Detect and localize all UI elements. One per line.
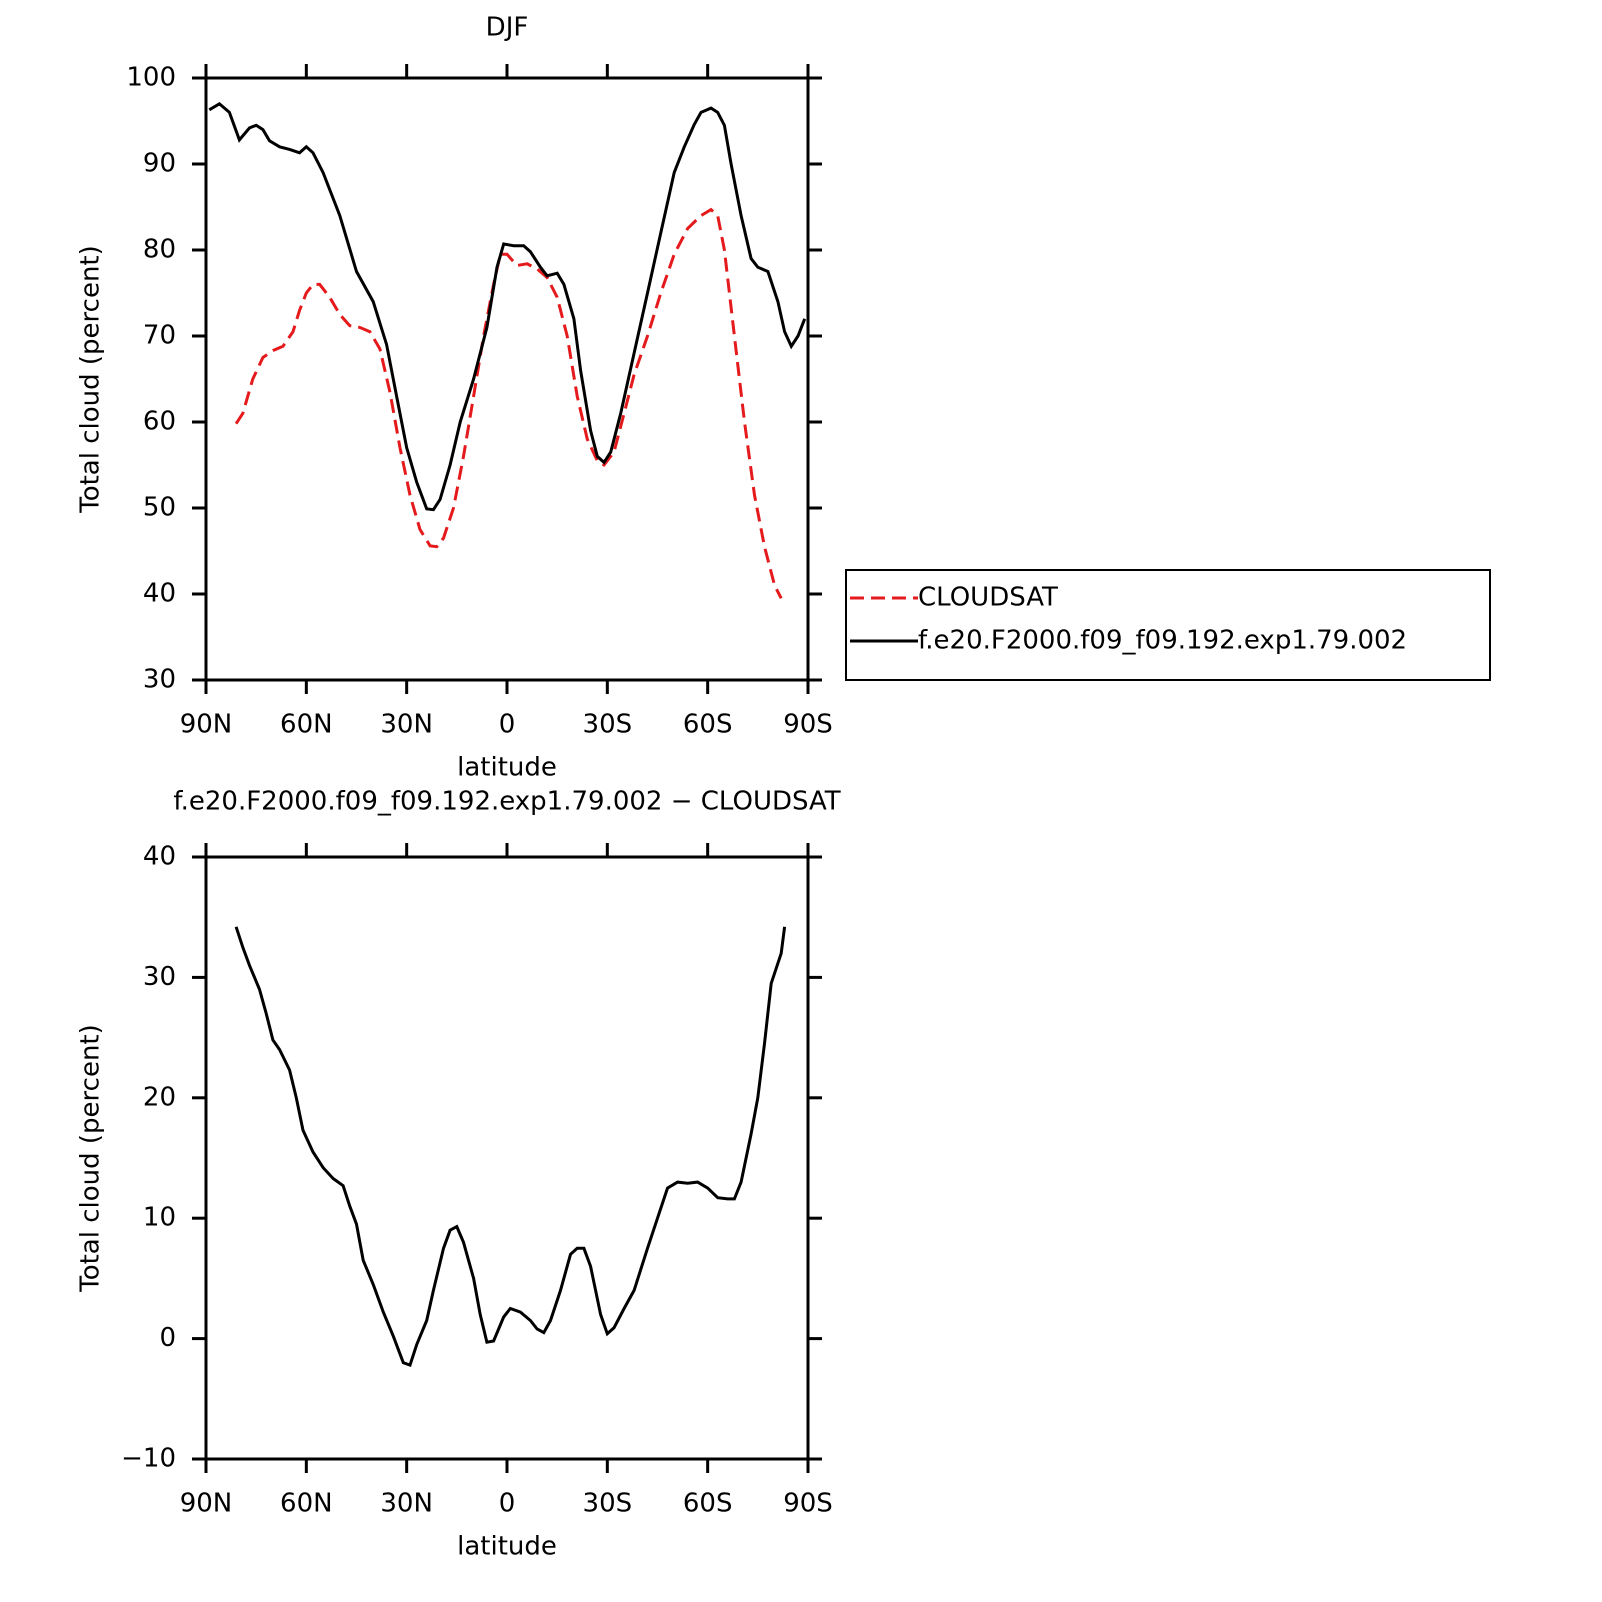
data-line <box>234 207 783 599</box>
y-tick-label: 100 <box>126 63 176 93</box>
y-axis-label: Total cloud (percent) <box>76 1024 106 1293</box>
y-tick-label: 90 <box>143 149 176 179</box>
y-tick-label: 30 <box>143 665 176 695</box>
legend-label: f.e20.F2000.f09_f09.192.exp1.79.002 <box>918 626 1407 656</box>
legend: CLOUDSAT f.e20.F2000.f09_f09.192.exp1.79.… <box>845 569 1491 681</box>
plot-frame <box>204 855 810 1461</box>
y-tick-label: 20 <box>143 1082 176 1112</box>
legend-box <box>845 569 1491 681</box>
x-tick-label: 30N <box>380 710 433 740</box>
y-tick-label: 40 <box>143 579 176 609</box>
data-line <box>208 101 807 512</box>
x-axis-label: latitude <box>457 1532 557 1562</box>
x-tick-label: 90S <box>783 710 833 740</box>
y-tick-label: 0 <box>159 1323 176 1353</box>
y-tick-label: 10 <box>143 1203 176 1233</box>
y-tick-label: −10 <box>121 1444 176 1474</box>
x-tick-label: 60S <box>683 1489 733 1519</box>
x-tick-label: 0 <box>499 710 516 740</box>
y-axis-label: Total cloud (percent) <box>76 245 106 514</box>
x-tick-label: 30S <box>583 1489 633 1519</box>
legend-label: CLOUDSAT <box>918 583 1058 613</box>
data-line <box>234 926 787 1368</box>
x-tick-label: 30S <box>583 710 633 740</box>
x-tick-label: 30N <box>380 1489 433 1519</box>
x-tick-label: 90N <box>180 710 233 740</box>
x-axis-label: latitude <box>457 753 557 783</box>
x-tick-label: 90S <box>783 1489 833 1519</box>
y-tick-label: 70 <box>143 321 176 351</box>
chart-title: f.e20.F2000.f09_f09.192.exp1.79.002 − CL… <box>173 787 840 817</box>
y-tick-label: 50 <box>143 493 176 523</box>
x-tick-label: 60N <box>280 1489 333 1519</box>
x-tick-label: 60N <box>280 710 333 740</box>
y-tick-label: 60 <box>143 407 176 437</box>
y-tick-label: 40 <box>143 842 176 872</box>
y-tick-label: 80 <box>143 235 176 265</box>
chart-title: DJF <box>486 13 529 43</box>
x-tick-label: 90N <box>180 1489 233 1519</box>
x-tick-label: 60S <box>683 710 733 740</box>
plot-frame <box>204 76 810 682</box>
x-tick-label: 0 <box>499 1489 516 1519</box>
y-tick-label: 30 <box>143 962 176 992</box>
